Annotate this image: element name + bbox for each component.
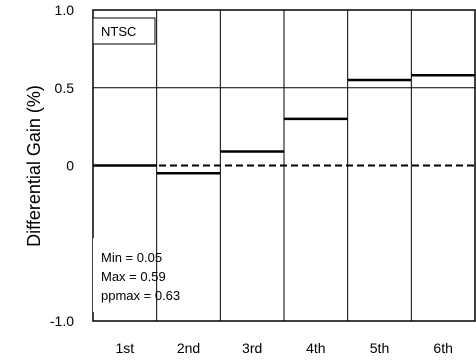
stat-ppmax: ppmax = 0.63 — [101, 288, 180, 303]
y-axis-ticks: 1.0 0.5 0 -1.0 — [50, 2, 74, 329]
mode-label: NTSC — [101, 24, 136, 39]
mode-label-box — [92, 17, 156, 45]
plot-frame — [92, 9, 476, 322]
y-tick-label: 0 — [66, 158, 74, 174]
y-tick-label: 0.5 — [55, 80, 75, 96]
y-tick-label: -1.0 — [50, 313, 74, 329]
y-axis-label: Differential Gain (%) — [24, 85, 44, 247]
x-tick-label: 3rd — [242, 340, 262, 356]
x-tick-label: 4th — [306, 340, 325, 356]
x-tick-label: 2nd — [177, 340, 200, 356]
x-axis-ticks: 1st 2nd 3rd 4th 5th 6th — [115, 340, 452, 356]
stat-max: Max = 0.59 — [101, 269, 166, 284]
x-tick-label: 1st — [115, 340, 134, 356]
x-tick-label: 5th — [370, 340, 389, 356]
y-tick-label: 1.0 — [55, 2, 75, 18]
x-tick-label: 6th — [433, 340, 452, 356]
step-series — [93, 74, 475, 175]
stat-min: Min = 0.05 — [101, 250, 162, 265]
stats-box — [93, 238, 155, 312]
